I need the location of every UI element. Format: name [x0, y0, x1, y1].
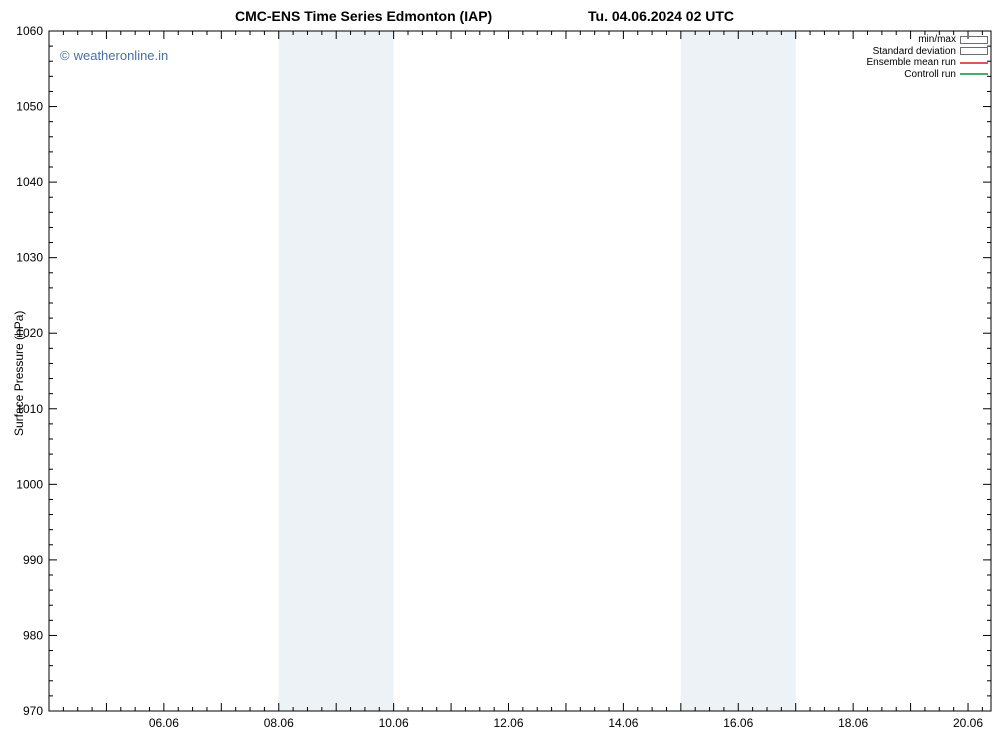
- svg-text:08.06: 08.06: [264, 716, 294, 730]
- chart-legend: min/maxStandard deviationEnsemble mean r…: [867, 34, 989, 80]
- legend-label: Controll run: [904, 69, 956, 81]
- legend-label: min/max: [918, 34, 956, 46]
- svg-text:06.06: 06.06: [149, 716, 179, 730]
- legend-item: Standard deviation: [867, 46, 989, 58]
- svg-text:980: 980: [23, 628, 43, 642]
- legend-swatch: [960, 58, 988, 68]
- svg-text:1020: 1020: [16, 326, 43, 340]
- svg-text:14.06: 14.06: [608, 716, 638, 730]
- svg-text:10.06: 10.06: [379, 716, 409, 730]
- legend-label: Standard deviation: [873, 46, 956, 58]
- svg-text:20.06: 20.06: [953, 716, 983, 730]
- legend-item: Controll run: [867, 69, 989, 81]
- legend-item: Ensemble mean run: [867, 57, 989, 69]
- svg-text:1040: 1040: [16, 175, 43, 189]
- chart-plot: 970 980 990 1000 1010 1020 1030 1040 1050 1060 06.…: [0, 0, 1000, 733]
- svg-text:16.06: 16.06: [723, 716, 753, 730]
- legend-swatch: [960, 35, 988, 45]
- legend-swatch: [960, 46, 988, 56]
- chart-container: CMC-ENS Time Series Edmonton (IAP) Tu. 0…: [0, 0, 1000, 733]
- svg-text:970: 970: [23, 704, 43, 718]
- svg-text:1030: 1030: [16, 251, 43, 265]
- svg-text:1010: 1010: [16, 402, 43, 416]
- svg-text:1050: 1050: [16, 100, 43, 114]
- svg-text:990: 990: [23, 553, 43, 567]
- legend-label: Ensemble mean run: [867, 57, 957, 69]
- legend-swatch: [960, 69, 988, 79]
- svg-text:1060: 1060: [16, 24, 43, 38]
- svg-text:12.06: 12.06: [493, 716, 523, 730]
- legend-item: min/max: [867, 34, 989, 46]
- svg-text:18.06: 18.06: [838, 716, 868, 730]
- svg-text:1000: 1000: [16, 477, 43, 491]
